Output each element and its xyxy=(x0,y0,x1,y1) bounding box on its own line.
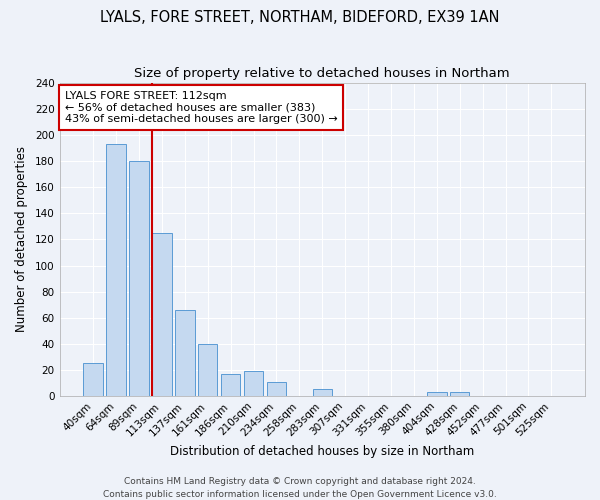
Bar xyxy=(175,310,194,396)
Bar xyxy=(267,382,286,396)
Title: Size of property relative to detached houses in Northam: Size of property relative to detached ho… xyxy=(134,68,510,80)
Text: LYALS, FORE STREET, NORTHAM, BIDEFORD, EX39 1AN: LYALS, FORE STREET, NORTHAM, BIDEFORD, E… xyxy=(100,10,500,25)
Bar xyxy=(129,162,149,396)
Bar xyxy=(221,374,241,396)
Y-axis label: Number of detached properties: Number of detached properties xyxy=(15,146,28,332)
Bar xyxy=(450,392,469,396)
X-axis label: Distribution of detached houses by size in Northam: Distribution of detached houses by size … xyxy=(170,444,475,458)
Bar xyxy=(313,390,332,396)
Bar xyxy=(106,144,126,396)
Bar xyxy=(152,233,172,396)
Bar xyxy=(244,371,263,396)
Bar xyxy=(83,364,103,396)
Bar xyxy=(427,392,446,396)
Text: Contains HM Land Registry data © Crown copyright and database right 2024.
Contai: Contains HM Land Registry data © Crown c… xyxy=(103,478,497,499)
Text: LYALS FORE STREET: 112sqm
← 56% of detached houses are smaller (383)
43% of semi: LYALS FORE STREET: 112sqm ← 56% of detac… xyxy=(65,91,338,124)
Bar xyxy=(198,344,217,396)
